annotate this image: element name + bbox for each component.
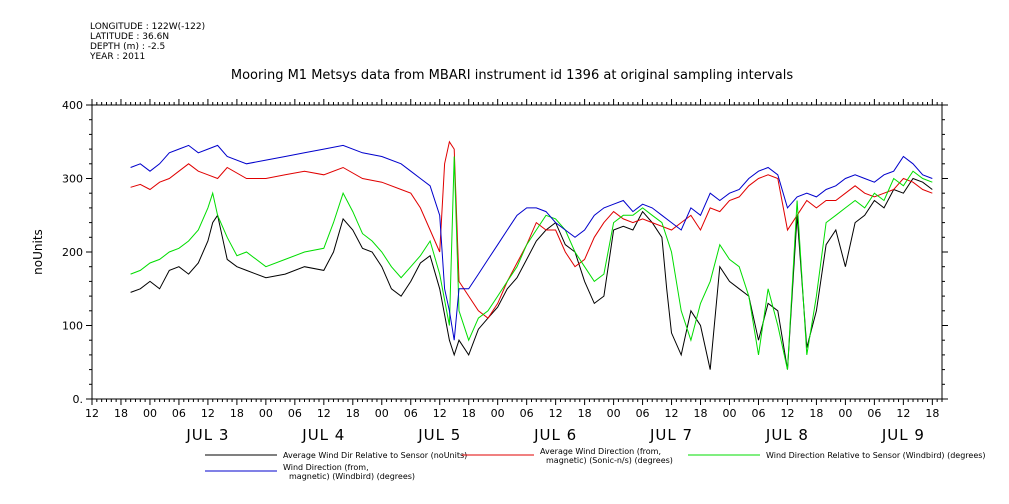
x-hour-label: 18 [230, 407, 244, 420]
legend-item-2: Average Wind Direction (from,magnetic) (… [462, 447, 673, 465]
legend-label-line2: magnetic) (Windbird) (degrees) [289, 472, 415, 481]
x-hour-label: 12 [433, 407, 447, 420]
x-hour-label: 12 [85, 407, 99, 420]
x-hour-label: 00 [259, 407, 273, 420]
year-text: YEAR : 2011 [90, 52, 146, 62]
legend-label: Average Wind Direction (from, [540, 447, 661, 456]
x-hour-label: 12 [896, 407, 910, 420]
series-layer [130, 140, 933, 370]
y-tick-label: 400 [62, 99, 83, 112]
x-hour-label: 12 [549, 407, 563, 420]
legend-item-1: Average Wind Dir Relative to Sensor (noU… [205, 451, 467, 460]
x-day-label: JUL 4 [301, 426, 345, 444]
metadata-block: LONGITUDE : 122W(-122) LATITUDE : 36.6N … [90, 22, 205, 62]
x-day-label: JUL 7 [649, 426, 693, 444]
x-hour-label: 06 [404, 407, 418, 420]
y-axis-label: noUnits [31, 229, 45, 275]
x-hour-label: 06 [288, 407, 302, 420]
chart-title: Mooring M1 Metsys data from MBARI instru… [230, 68, 794, 83]
x-hour-label: 18 [346, 407, 360, 420]
x-hour-label: 12 [665, 407, 679, 420]
x-hour-label: 06 [867, 407, 881, 420]
x-hour-label: 06 [172, 407, 186, 420]
x-hour-label: 00 [491, 407, 505, 420]
x-hour-label: 12 [317, 407, 331, 420]
x-hour-label: 00 [838, 407, 852, 420]
legend-item-3: Wind Direction Relative to Sensor (Windb… [688, 451, 986, 460]
x-hour-label: 12 [201, 407, 215, 420]
legend-label: Wind Direction (from, [283, 463, 369, 472]
x-hour-label: 18 [114, 407, 128, 420]
legend: Average Wind Dir Relative to Sensor (noU… [205, 447, 986, 481]
plot-frame [91, 104, 943, 400]
series-line-2 [130, 140, 933, 319]
series-line-3 [130, 156, 933, 370]
x-day-label: JUL 3 [185, 426, 229, 444]
legend-label-line2: magnetic) (Sonic-n/s) (degrees) [546, 456, 673, 465]
depth-text: DEPTH (m) : -2.5 [90, 42, 166, 52]
x-hour-label: 00 [607, 407, 621, 420]
y-tick-label: 300 [62, 173, 83, 186]
x-day-label: JUL 6 [533, 426, 577, 444]
x-hour-label: 00 [723, 407, 737, 420]
legend-label: Wind Direction Relative to Sensor (Windb… [766, 451, 986, 460]
x-hour-label: 12 [780, 407, 794, 420]
legend-item-4: Wind Direction (from,magnetic) (Windbird… [205, 463, 415, 481]
axis-layer: 0. 100 200 300 400 12 18 00 06 12 18 00 06 12 18 00 06 12… [62, 99, 948, 444]
series-line-1 [130, 177, 933, 370]
x-day-label: JUL 8 [765, 426, 809, 444]
x-hour-label: 00 [143, 407, 157, 420]
latitude-text: LATITUDE : 36.6N [90, 32, 170, 42]
x-hour-label: 18 [694, 407, 708, 420]
x-hour-label: 18 [925, 407, 939, 420]
x-hour-label: 18 [462, 407, 476, 420]
y-tick-label: 200 [62, 246, 83, 259]
x-day-label: JUL 9 [881, 426, 925, 444]
y-tick-label: 0. [73, 393, 84, 406]
longitude-text: LONGITUDE : 122W(-122) [90, 22, 206, 32]
x-hour-label: 00 [375, 407, 389, 420]
x-hour-label: 18 [809, 407, 823, 420]
legend-label: Average Wind Dir Relative to Sensor (noU… [283, 451, 467, 460]
y-tick-label: 100 [62, 320, 83, 333]
x-hour-label: 06 [520, 407, 534, 420]
x-day-label: JUL 5 [417, 426, 461, 444]
x-hour-label: 06 [636, 407, 650, 420]
x-hour-label: 06 [751, 407, 765, 420]
series-line-4 [130, 144, 933, 341]
x-hour-label: 18 [578, 407, 592, 420]
